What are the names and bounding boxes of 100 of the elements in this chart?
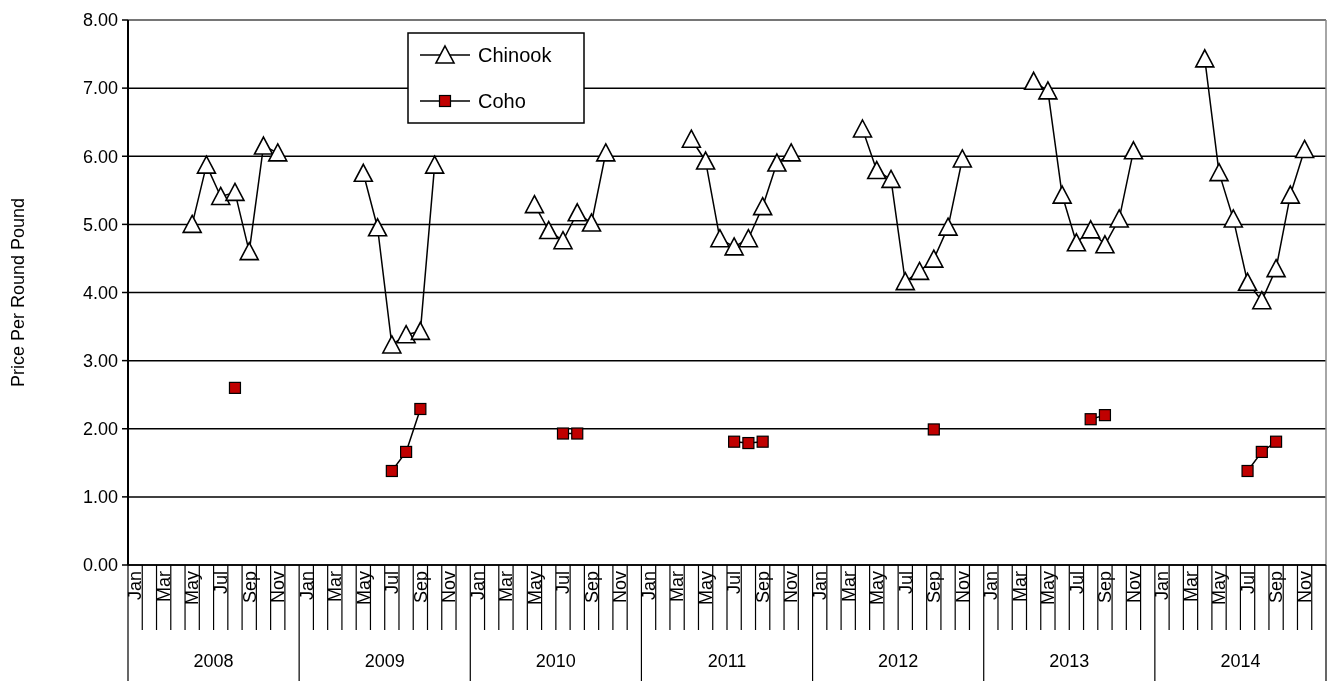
point bbox=[909, 261, 930, 281]
x-tick-label: Nov bbox=[439, 571, 460, 604]
text: 2010 bbox=[535, 651, 576, 671]
x-tick-label: Jan bbox=[296, 571, 317, 601]
x-tick-label: Mar bbox=[153, 571, 174, 602]
point bbox=[1098, 409, 1112, 422]
point bbox=[924, 249, 944, 268]
point bbox=[553, 230, 573, 250]
point bbox=[1066, 232, 1087, 252]
point bbox=[1038, 81, 1058, 100]
point bbox=[253, 136, 274, 155]
point bbox=[781, 143, 801, 162]
x-tick-label: Nov bbox=[781, 571, 802, 604]
point bbox=[396, 324, 416, 344]
y-tick-label: 6.00 bbox=[82, 146, 118, 167]
point bbox=[182, 214, 202, 234]
x-tick-label: May bbox=[182, 571, 203, 606]
x-tick-label: May bbox=[353, 571, 374, 606]
point bbox=[1223, 209, 1244, 228]
x-tick-label: May bbox=[695, 571, 716, 606]
point bbox=[852, 119, 873, 138]
point bbox=[1269, 435, 1283, 448]
point bbox=[1255, 445, 1268, 459]
x-tick-label: Mar bbox=[496, 571, 517, 602]
point bbox=[353, 163, 374, 183]
y-tick-label: 3.00 bbox=[82, 350, 118, 371]
point bbox=[1109, 209, 1129, 228]
x-tick-label: Jan bbox=[125, 571, 146, 601]
point bbox=[1241, 464, 1254, 478]
point bbox=[538, 220, 559, 240]
legend-label: Chinook bbox=[478, 44, 553, 66]
x-tick-label: Mar bbox=[1009, 571, 1030, 602]
point bbox=[1194, 49, 1215, 68]
point bbox=[927, 423, 940, 436]
x-tick-label: Jan bbox=[467, 571, 488, 601]
point bbox=[1294, 139, 1315, 159]
point bbox=[382, 335, 402, 354]
x-tick-label: Jul bbox=[211, 571, 231, 595]
x-tick-label: Nov bbox=[268, 571, 289, 604]
x-tick-label: Nov bbox=[1123, 571, 1144, 604]
point bbox=[1237, 272, 1258, 292]
point bbox=[1084, 413, 1097, 426]
point bbox=[1023, 71, 1044, 91]
point bbox=[752, 196, 773, 216]
point bbox=[738, 228, 759, 248]
point bbox=[581, 213, 602, 232]
x-tick-label: Jan bbox=[810, 571, 830, 601]
x-tick-label: Sep bbox=[752, 571, 773, 604]
x-tick-label: Mar bbox=[838, 571, 859, 602]
x-tick-label: Mar bbox=[667, 571, 688, 602]
point bbox=[710, 228, 730, 248]
y-tick-label: 1.00 bbox=[82, 487, 118, 508]
point bbox=[767, 153, 787, 172]
x-tick-label: Jul bbox=[724, 571, 745, 595]
text: 2012 bbox=[878, 651, 919, 671]
y-axis-title: Price Per Round Pound bbox=[8, 197, 28, 388]
x-tick-label: May bbox=[1209, 571, 1230, 606]
x-tick-label: Sep bbox=[410, 571, 431, 604]
point bbox=[1123, 141, 1144, 160]
point bbox=[895, 271, 916, 291]
point bbox=[400, 445, 413, 459]
point bbox=[225, 182, 245, 202]
x-tick-label: Jul bbox=[895, 571, 916, 595]
point bbox=[228, 381, 242, 394]
point bbox=[1080, 220, 1101, 239]
point bbox=[1280, 185, 1301, 204]
point bbox=[196, 155, 217, 174]
point bbox=[410, 321, 431, 341]
point bbox=[866, 160, 887, 180]
y-tick-label: 5.00 bbox=[82, 214, 118, 235]
x-tick-label: Jul bbox=[1066, 571, 1087, 595]
x-tick-label: Sep bbox=[239, 571, 260, 604]
point bbox=[952, 149, 973, 168]
point bbox=[567, 202, 588, 222]
x-tick-label: Jul bbox=[382, 571, 403, 595]
point bbox=[681, 129, 702, 149]
text: 2013 bbox=[1049, 651, 1090, 671]
point bbox=[938, 217, 958, 236]
text: 2009 bbox=[364, 651, 405, 671]
point bbox=[267, 143, 288, 162]
text: 2014 bbox=[1220, 651, 1261, 671]
x-tick-label: May bbox=[1038, 571, 1059, 606]
point bbox=[367, 217, 388, 237]
x-tick-label: Jan bbox=[981, 571, 1002, 601]
x-tick-label: Jan bbox=[1152, 571, 1173, 601]
point bbox=[1252, 290, 1272, 310]
point bbox=[695, 151, 716, 170]
y-tick-label: 2.00 bbox=[82, 419, 118, 440]
point bbox=[724, 237, 744, 256]
x-tick-label: Nov bbox=[952, 571, 973, 604]
point bbox=[756, 435, 769, 448]
y-tick-label: 7.00 bbox=[82, 78, 118, 99]
x-tick-label: Mar bbox=[325, 571, 346, 602]
x-tick-label: Nov bbox=[1294, 571, 1315, 604]
point bbox=[556, 427, 570, 440]
y-tick-label: 4.00 bbox=[82, 282, 118, 303]
point bbox=[239, 241, 260, 261]
x-tick-label: Mar bbox=[1180, 571, 1201, 602]
legend-label: Coho bbox=[478, 90, 526, 112]
point bbox=[524, 194, 545, 214]
